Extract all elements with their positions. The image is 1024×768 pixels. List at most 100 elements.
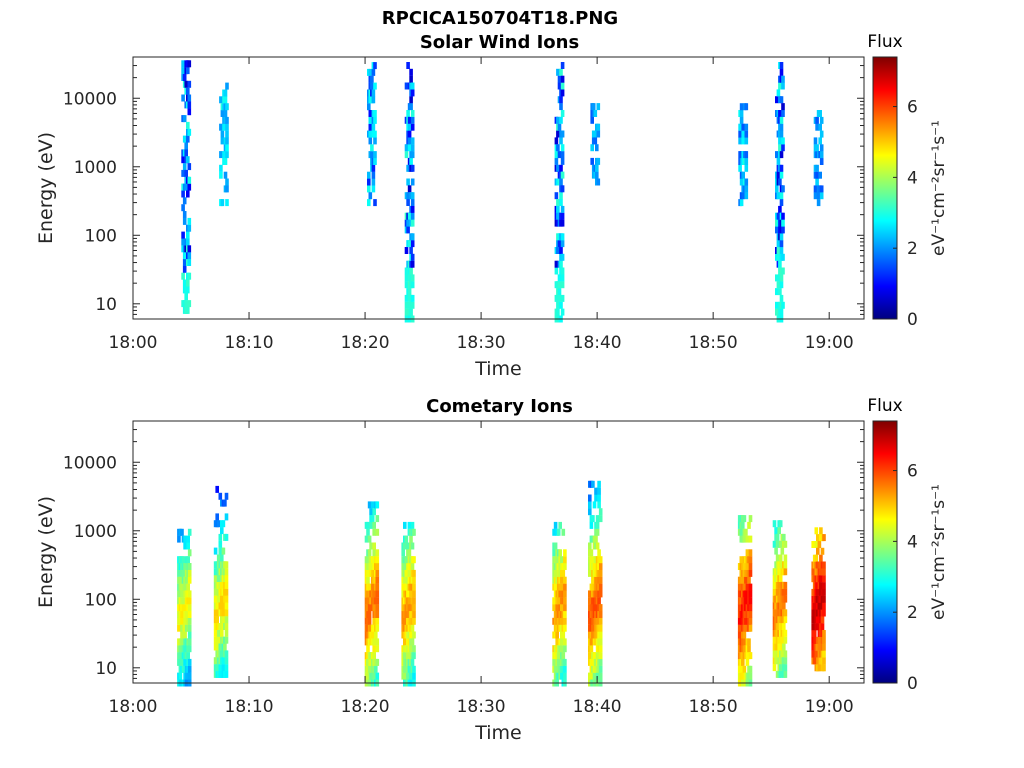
x-tick-label: 18:10 (225, 333, 274, 353)
heatmap-cell (218, 664, 223, 672)
heatmap-cell (184, 149, 188, 157)
heatmap-cell (775, 288, 779, 296)
heatmap-cell (410, 240, 415, 248)
heatmap-cell (557, 240, 562, 248)
heatmap-cell (216, 636, 221, 644)
heatmap-cell (560, 274, 565, 282)
heatmap-cell (781, 301, 785, 309)
heatmap-cell (372, 672, 376, 680)
colorbar-tick-label: 2 (907, 239, 918, 259)
heatmap-cell (177, 535, 181, 543)
heatmap-cell (782, 533, 786, 541)
heatmap-cell (187, 569, 192, 577)
heatmap-cell (783, 588, 788, 596)
heatmap-cell (219, 151, 223, 159)
heatmap-cell (372, 645, 376, 653)
heatmap-cell (781, 219, 785, 227)
heatmap-cell (748, 535, 753, 543)
heatmap-cell (221, 547, 226, 555)
heatmap-cell (375, 611, 380, 618)
heatmap-cell (781, 137, 785, 145)
heatmap-cell (406, 62, 410, 69)
heatmap-cell (409, 103, 413, 111)
heatmap-cell (224, 581, 229, 589)
heatmap-cell (596, 123, 601, 131)
heatmap-cell (560, 144, 565, 152)
heatmap-cell (778, 178, 782, 186)
heatmap-cell (783, 657, 788, 665)
heatmap-cell (366, 645, 370, 653)
heatmap-cell (407, 123, 412, 131)
heatmap-cell (225, 116, 229, 124)
heatmap-cell (557, 123, 562, 131)
heatmap-cell (180, 638, 184, 646)
heatmap-cell (224, 664, 229, 672)
heatmap-cell (560, 151, 565, 159)
x-tick-label: 19:00 (805, 697, 854, 717)
heatmap-cell (598, 645, 603, 653)
heatmap-cell (375, 563, 380, 570)
heatmap-cell (745, 549, 750, 557)
heatmap-cell (816, 547, 820, 555)
heatmap-cell (783, 664, 788, 672)
heatmap-cell (407, 137, 412, 145)
heatmap-cell (812, 657, 817, 665)
colorbar-title: Flux (867, 32, 902, 52)
heatmap-cell (187, 245, 192, 253)
heatmap-cell (556, 205, 560, 213)
heatmap-cell (406, 542, 410, 550)
heatmap-cell (221, 520, 226, 528)
heatmap-cell (588, 494, 592, 502)
y-tick-label: 100 (85, 590, 117, 610)
heatmap-cell (183, 535, 187, 543)
heatmap-cell (375, 515, 380, 523)
heatmap-cell (744, 178, 749, 186)
heatmap-cell (560, 110, 565, 117)
heatmap-cell (559, 260, 563, 268)
heatmap-cell (366, 521, 370, 529)
heatmap-cell (748, 624, 753, 632)
heatmap-cell (779, 116, 784, 124)
heatmap-cell (412, 528, 416, 536)
heatmap-cell (369, 542, 373, 550)
heatmap-cell (557, 151, 562, 159)
heatmap-cell (596, 103, 601, 111)
heatmap-cell (560, 281, 565, 289)
heatmap-cell (224, 657, 229, 665)
heatmap-cell (187, 590, 192, 598)
heatmap-cell (819, 582, 823, 590)
heatmap-cell (410, 521, 415, 529)
heatmap-cell (403, 542, 407, 550)
heatmap-cell (744, 123, 749, 131)
heatmap-cell (560, 62, 565, 69)
heatmap-cell (598, 569, 603, 577)
heatmap-cell (811, 616, 815, 624)
heatmap-cell (597, 549, 601, 557)
heatmap-cell (223, 643, 227, 651)
heatmap-cell (776, 247, 781, 254)
heatmap-cell (563, 617, 567, 625)
heatmap-cell (776, 157, 781, 165)
heatmap-cell (744, 137, 749, 145)
heatmap-cell (819, 158, 824, 165)
heatmap-cell (563, 549, 567, 557)
heatmap-cell (819, 185, 824, 193)
heatmap-cell (181, 272, 185, 280)
heatmap-cell (187, 528, 192, 536)
heatmap-cell (181, 231, 185, 239)
heatmap-cell (410, 274, 415, 282)
heatmap-cell (410, 219, 415, 227)
heatmap-cell (557, 75, 562, 83)
heatmap-cell (598, 583, 603, 591)
heatmap-cell (781, 226, 785, 234)
heatmap-cell (556, 116, 560, 124)
heatmap-cell (559, 116, 563, 124)
heatmap-cell (779, 68, 784, 76)
heatmap-cell (822, 657, 826, 665)
heatmap-cell (748, 549, 753, 557)
heatmap-cell (594, 535, 598, 543)
heatmap-cell (591, 103, 596, 111)
heatmap-cell (410, 192, 415, 200)
heatmap-cell (367, 604, 372, 612)
heatmap-cell (224, 568, 229, 576)
